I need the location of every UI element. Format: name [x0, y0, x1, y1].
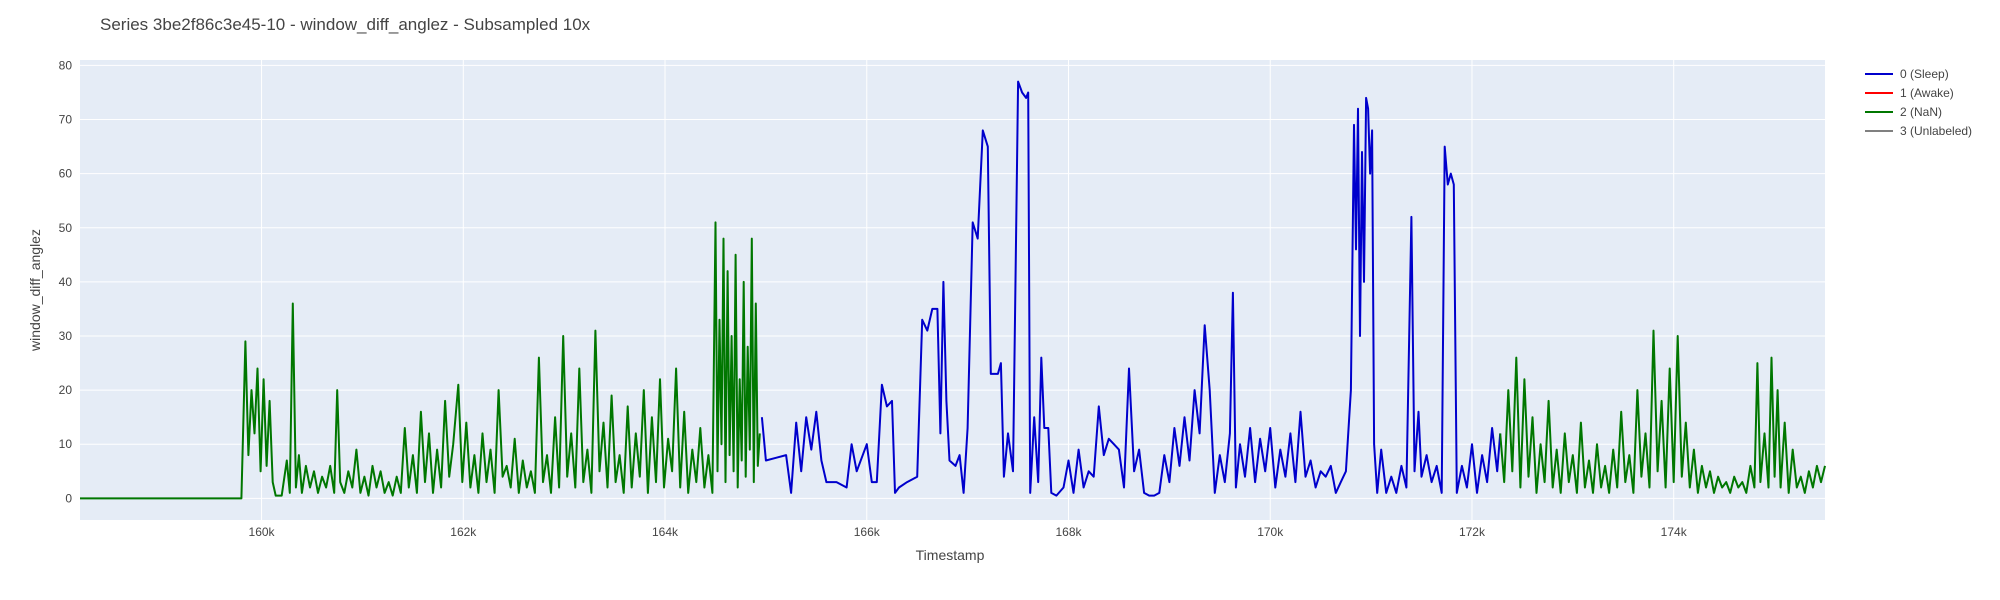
series-line-0 — [80, 221, 761, 500]
chart-title: Series 3be2f86c3e45-10 - window_diff_ang… — [100, 15, 591, 34]
series-line-1 — [760, 80, 1502, 497]
x-tick-label: 164k — [652, 525, 679, 539]
series-layer — [80, 80, 1826, 500]
y-gridlines — [80, 64, 1825, 499]
x-tick-label: 168k — [1055, 525, 1082, 539]
y-tick-label: 0 — [65, 491, 72, 505]
x-tick-label: 174k — [1661, 525, 1688, 539]
x-axis-ticks: 160k 162k 164k 166k 168k 170k 172k 174k — [249, 525, 1688, 539]
y-axis-ticks: 0 10 20 30 40 50 60 70 80 — [59, 58, 73, 505]
y-tick-label: 60 — [59, 167, 73, 181]
legend-item[interactable]: 2 (NaN) — [1865, 105, 1942, 119]
y-tick-label: 50 — [59, 221, 73, 235]
legend-label: 0 (Sleep) — [1900, 67, 1949, 81]
y-tick-label: 70 — [59, 113, 73, 127]
series-line-2 — [1499, 329, 1826, 494]
legend-label: 1 (Awake) — [1900, 86, 1954, 100]
x-tick-label: 166k — [854, 525, 881, 539]
y-tick-label: 10 — [59, 437, 73, 451]
y-tick-label: 40 — [59, 275, 73, 289]
x-axis-title: Timestamp — [916, 547, 985, 563]
legend-item[interactable]: 1 (Awake) — [1865, 86, 1954, 100]
legend[interactable]: 0 (Sleep) 1 (Awake) 2 (NaN) 3 (Unlabeled) — [1865, 67, 1972, 138]
y-tick-label: 80 — [59, 58, 73, 72]
x-tick-label: 170k — [1257, 525, 1284, 539]
legend-label: 3 (Unlabeled) — [1900, 124, 1972, 138]
x-tick-label: 172k — [1459, 525, 1486, 539]
legend-item[interactable]: 3 (Unlabeled) — [1865, 124, 1972, 138]
legend-label: 2 (NaN) — [1900, 105, 1942, 119]
y-axis-title: window_diff_anglez — [27, 229, 43, 352]
y-tick-label: 30 — [59, 329, 73, 343]
legend-item[interactable]: 0 (Sleep) — [1865, 67, 1949, 81]
x-tick-label: 160k — [249, 525, 276, 539]
x-tick-label: 162k — [450, 525, 477, 539]
y-tick-label: 20 — [59, 383, 73, 397]
